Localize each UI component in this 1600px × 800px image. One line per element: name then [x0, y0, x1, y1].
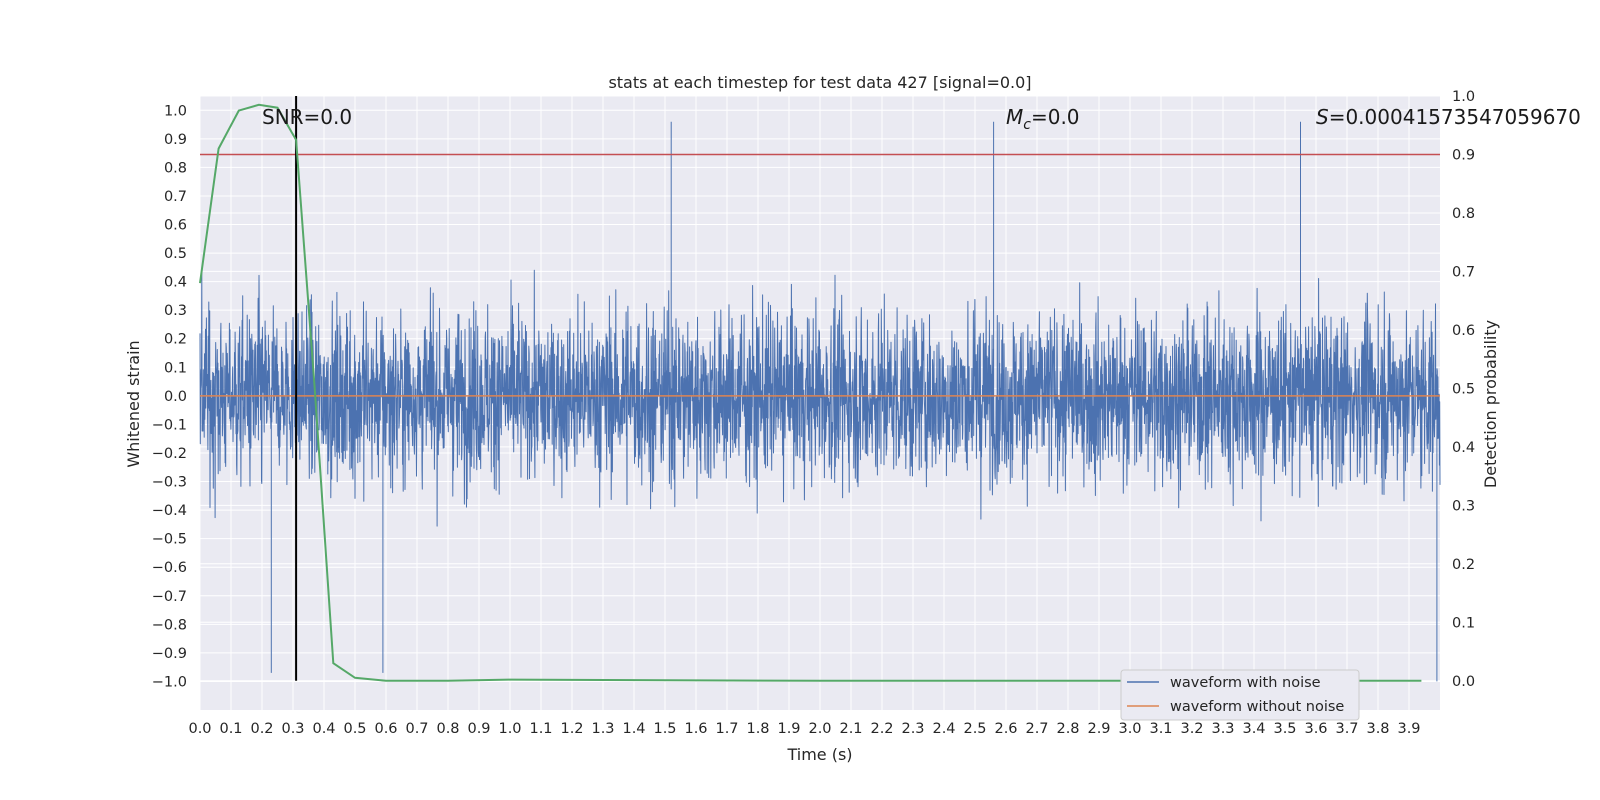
- y-tick-label: −0.8: [152, 617, 187, 633]
- x-tick-label: 1.5: [653, 721, 676, 737]
- x-tick-label: 0.8: [436, 721, 459, 737]
- x-tick-label: 3.4: [1242, 721, 1265, 737]
- x-tick-label: 2.8: [1056, 721, 1079, 737]
- x-tick-labels: 0.0 0.1 0.2 0.3 0.4 0.5 0.6 0.7 0.8 0.9 1.0 1.1 1.2 1…: [188, 721, 1420, 737]
- y2-tick-label: 0.5: [1452, 381, 1475, 397]
- x-tick-label: 0.3: [281, 721, 304, 737]
- y2-tick-label: 0.8: [1452, 206, 1475, 222]
- x-tick-label: 0.4: [312, 721, 335, 737]
- y-tick-label: −0.1: [152, 417, 187, 433]
- y-tick-label: −1.0: [152, 674, 187, 690]
- x-axis-label: Time (s): [786, 745, 852, 764]
- x-tick-label: 2.9: [1087, 721, 1110, 737]
- x-tick-label: 1.3: [591, 721, 614, 737]
- s-value: =0.00041573547059670: [1329, 105, 1581, 129]
- y2-tick-label: 0.7: [1452, 264, 1475, 280]
- y2-tick-label: 0.4: [1452, 440, 1475, 456]
- y-tick-label: 0.6: [164, 218, 187, 234]
- x-tick-label: 1.8: [746, 721, 769, 737]
- snr-annotation: SNR=0.0: [262, 105, 352, 129]
- x-tick-label: 2.0: [808, 721, 831, 737]
- y2-tick-label: 0.0: [1452, 674, 1475, 690]
- legend-box: [1120, 669, 1360, 721]
- x-tick-label: 3.8: [1366, 721, 1389, 737]
- legend-label-noise: waveform with noise: [1170, 675, 1321, 691]
- x-tick-label: 2.1: [839, 721, 862, 737]
- x-tick-label: 3.5: [1273, 721, 1296, 737]
- mc-subscript: c: [1023, 117, 1031, 133]
- y-tick-label: 0.7: [164, 189, 187, 205]
- x-tick-label: 1.4: [622, 721, 645, 737]
- s-annotation: S=0.00041573547059670: [1316, 105, 1581, 129]
- y2-tick-label: 0.1: [1452, 615, 1475, 631]
- y-tick-label: −0.9: [152, 646, 187, 662]
- x-tick-label: 1.6: [684, 721, 707, 737]
- y2-tick-label: 1.0: [1452, 89, 1475, 105]
- y2-axis-label: Detection probability: [1481, 320, 1500, 488]
- x-tick-label: 2.2: [870, 721, 893, 737]
- x-tick-label: 1.2: [560, 721, 583, 737]
- x-tick-label: 1.9: [777, 721, 800, 737]
- x-tick-label: 1.0: [498, 721, 521, 737]
- x-tick-label: 3.6: [1304, 721, 1327, 737]
- x-tick-label: 3.9: [1397, 721, 1420, 737]
- x-tick-label: 0.0: [188, 721, 211, 737]
- y-tick-label: 1.0: [164, 103, 187, 119]
- y-tick-label: −0.7: [152, 589, 187, 605]
- x-tick-label: 0.6: [374, 721, 397, 737]
- series-detection-probability: [199, 103, 1422, 682]
- x-tick-label: 3.2: [1180, 721, 1203, 737]
- mc-symbol: M: [1006, 105, 1023, 129]
- y-tick-label: −0.2: [152, 446, 187, 462]
- chart-title: stats at each timestep for test data 427…: [608, 73, 1031, 92]
- x-tick-label: 0.9: [467, 721, 490, 737]
- x-tick-label: 2.6: [994, 721, 1017, 737]
- x-tick-label: 0.1: [219, 721, 242, 737]
- x-tick-label: 0.7: [405, 721, 428, 737]
- mc-value: =0.0: [1031, 105, 1080, 129]
- plot-lines: [199, 96, 1440, 682]
- y-tick-label: −0.3: [152, 475, 187, 491]
- y-tick-label: 0.3: [164, 303, 187, 319]
- y-tick-label: −0.4: [152, 503, 187, 519]
- y2-tick-label: 0.2: [1452, 557, 1475, 573]
- x-tick-label: 3.7: [1335, 721, 1358, 737]
- y2-tick-label: 0.3: [1452, 498, 1475, 514]
- y2-tick-labels: 1.0 0.9 0.8 0.7 0.6 0.5 0.4 0.3 0.2 0.1 0.0: [1452, 89, 1475, 690]
- noisy-waveform: [199, 121, 1441, 682]
- x-tick-label: 2.5: [963, 721, 986, 737]
- x-tick-label: 3.3: [1211, 721, 1234, 737]
- x-tick-label: 3.1: [1149, 721, 1172, 737]
- y2-tick-label: 0.6: [1452, 323, 1475, 339]
- x-tick-label: 1.1: [529, 721, 552, 737]
- s-symbol: S: [1316, 105, 1329, 129]
- y-tick-label: 0.5: [164, 246, 187, 262]
- y-tick-label: −0.5: [152, 532, 187, 548]
- legend: waveform with noise waveform without noi…: [1120, 669, 1360, 721]
- y-tick-labels: 1.0 0.9 0.8 0.7 0.6 0.5 0.4 0.3 0.2 0.1 0.0 −0.1 −0.…: [152, 103, 187, 690]
- x-tick-label: 3.0: [1118, 721, 1141, 737]
- x-tick-label: 2.3: [901, 721, 924, 737]
- mc-annotation: Mc=0.0: [1006, 105, 1080, 133]
- y2-tick-label: 0.9: [1452, 147, 1475, 163]
- y-tick-label: 0.2: [164, 332, 187, 348]
- y-axis-label: Whitened strain: [124, 340, 143, 467]
- legend-label-clean: waveform without noise: [1170, 699, 1344, 715]
- x-tick-label: 1.7: [715, 721, 738, 737]
- x-tick-label: 0.5: [343, 721, 366, 737]
- y-tick-label: 0.4: [164, 275, 187, 291]
- x-tick-label: 2.4: [932, 721, 955, 737]
- y-tick-label: 0.0: [164, 389, 187, 405]
- y-tick-label: 0.8: [164, 160, 187, 176]
- x-tick-label: 0.2: [250, 721, 273, 737]
- y-tick-label: 0.9: [164, 132, 187, 148]
- series-waveform-with-noise: [199, 121, 1441, 682]
- y-tick-label: 0.1: [164, 360, 187, 376]
- y-tick-label: −0.6: [152, 560, 187, 576]
- x-tick-label: 2.7: [1025, 721, 1048, 737]
